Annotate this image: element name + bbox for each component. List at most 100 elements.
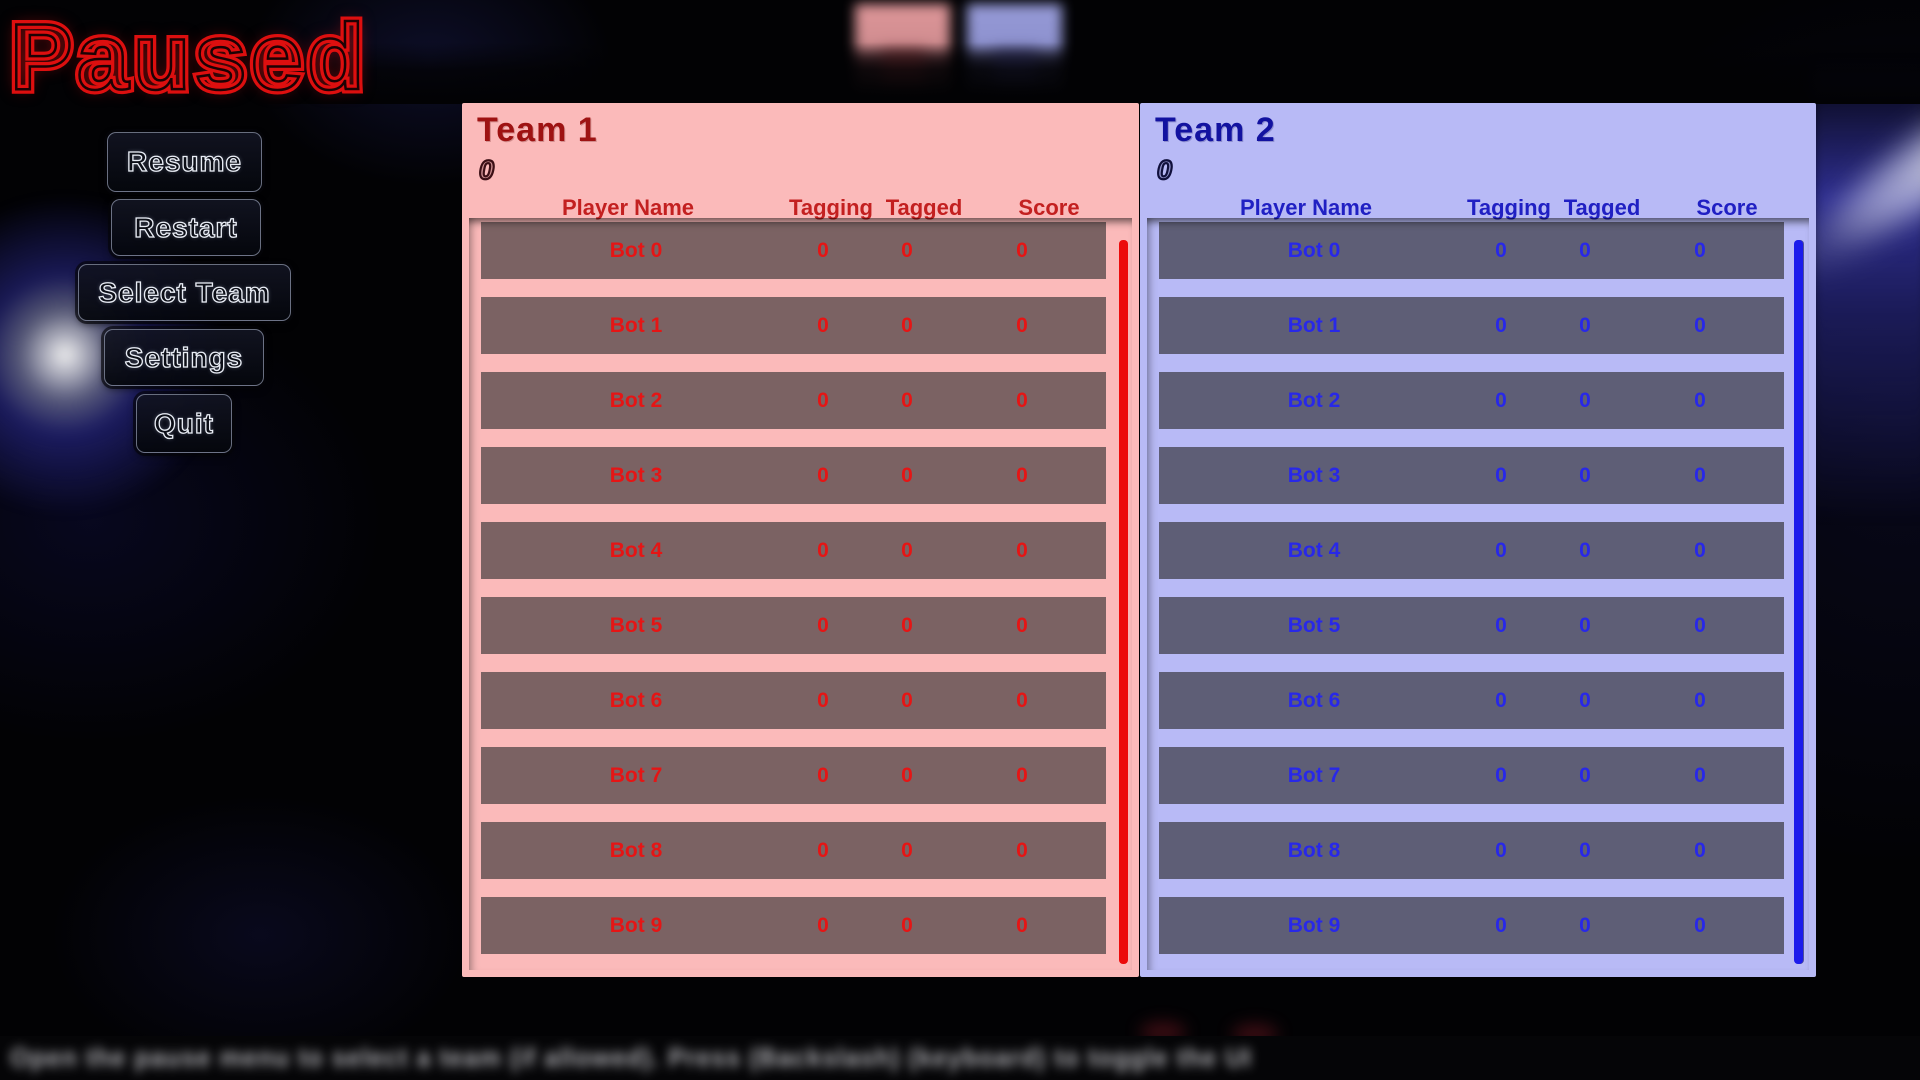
- table-row: Bot 3 0 0 0: [1159, 447, 1784, 504]
- team-1-scrollbar-thumb[interactable]: [1119, 240, 1128, 964]
- team-1-column-tagging: Tagging: [789, 195, 873, 220]
- team-2-table-viewport: Bot 0 0 0 0 Bot 1 0 0 0 Bot 2 0 0 0 Bot 3 0 0 0 Bot 4 0 0 0…: [1147, 218, 1809, 970]
- cell-tagging: 0: [817, 914, 829, 937]
- cell-tagging: 0: [1495, 689, 1507, 712]
- cell-tagged: 0: [1579, 239, 1591, 262]
- cell-name: Bot 7: [609, 764, 663, 787]
- team-2-column-player-name: Player Name: [1239, 195, 1373, 220]
- cell-tagging: 0: [817, 614, 829, 637]
- table-row: Bot 9 0 0 0: [1159, 897, 1784, 954]
- table-row: Bot 2 0 0 0: [1159, 372, 1784, 429]
- cell-name: Bot 4: [609, 539, 663, 562]
- cell-score: 0: [1016, 464, 1028, 487]
- cell-score: 0: [1694, 764, 1706, 787]
- quit-button[interactable]: Quit: [136, 394, 232, 453]
- cell-name: Bot 1: [609, 314, 663, 337]
- cell-score: 0: [1694, 464, 1706, 487]
- team-2-title: Team 2: [1155, 111, 1276, 149]
- table-row: Bot 0 0 0 0: [481, 222, 1106, 279]
- cell-tagged: 0: [901, 764, 913, 787]
- cell-score: 0: [1694, 314, 1706, 337]
- select-team-button-label: Select Team: [98, 276, 271, 308]
- restart-button-label: Restart: [134, 211, 238, 243]
- cell-tagging: 0: [1495, 389, 1507, 412]
- cell-tagged: 0: [901, 839, 913, 862]
- cell-name: Bot 0: [1287, 239, 1341, 262]
- team-2-column-score: Score: [1696, 195, 1758, 220]
- cell-score: 0: [1016, 839, 1028, 862]
- cell-tagging: 0: [1495, 314, 1507, 337]
- table-row: Bot 7 0 0 0: [1159, 747, 1784, 804]
- paused-title-text: Paused: [9, 4, 369, 109]
- cell-tagged: 0: [1579, 614, 1591, 637]
- quit-button-label: Quit: [153, 407, 214, 439]
- resume-button[interactable]: Resume: [107, 132, 262, 192]
- table-row: Bot 3 0 0 0: [481, 447, 1106, 504]
- cell-tagged: 0: [901, 464, 913, 487]
- cell-tagged: 0: [1579, 464, 1591, 487]
- table-row: Bot 1 0 0 0: [1159, 297, 1784, 354]
- cell-name: Bot 5: [1287, 614, 1341, 637]
- bottom-hint-bar: Open the pause menu to select a team (if…: [0, 1036, 1920, 1080]
- cell-score: 0: [1016, 314, 1028, 337]
- cell-tagging: 0: [1495, 839, 1507, 862]
- cell-name: Bot 7: [1287, 764, 1341, 787]
- cell-tagging: 0: [1495, 914, 1507, 937]
- cell-name: Bot 8: [1287, 839, 1341, 862]
- settings-button[interactable]: Settings: [104, 329, 264, 386]
- team-1-column-score: Score: [1018, 195, 1080, 220]
- cell-name: Bot 8: [609, 839, 663, 862]
- cell-tagging: 0: [1495, 764, 1507, 787]
- cell-name: Bot 5: [609, 614, 663, 637]
- cell-score: 0: [1016, 914, 1028, 937]
- paused-title: Paused: [9, 8, 369, 105]
- select-team-button[interactable]: Select Team: [78, 264, 291, 321]
- team-2-panel: Team 2 0 Player Name Tagging Tagged Scor…: [1140, 103, 1816, 977]
- table-row: Bot 6 0 0 0: [481, 672, 1106, 729]
- cell-tagged: 0: [1579, 914, 1591, 937]
- table-row: Bot 1 0 0 0: [481, 297, 1106, 354]
- cell-tagged: 0: [901, 539, 913, 562]
- cell-score: 0: [1016, 539, 1028, 562]
- cell-tagging: 0: [1495, 464, 1507, 487]
- team-1-score: 0: [478, 154, 495, 186]
- cell-name: Bot 0: [609, 239, 663, 262]
- team-2-score: 0: [1156, 154, 1173, 186]
- team-2-scrollbar-thumb[interactable]: [1794, 240, 1803, 964]
- cell-tagging: 0: [817, 389, 829, 412]
- cell-name: Bot 2: [609, 389, 663, 412]
- cell-tagged: 0: [901, 239, 913, 262]
- team-1-rows: Bot 0 0 0 0 Bot 1 0 0 0 Bot 2 0 0 0 Bot 3 0 0 0 Bot 4 0 0 0…: [481, 222, 1106, 970]
- team-2-rows: Bot 0 0 0 0 Bot 1 0 0 0 Bot 2 0 0 0 Bot 3 0 0 0 Bot 4 0 0 0…: [1159, 222, 1784, 970]
- cell-name: Bot 2: [1287, 389, 1341, 412]
- cell-score: 0: [1016, 239, 1028, 262]
- cell-tagging: 0: [817, 314, 829, 337]
- cell-tagged: 0: [1579, 539, 1591, 562]
- cell-tagging: 0: [817, 239, 829, 262]
- team-2-column-tagging: Tagging: [1467, 195, 1551, 220]
- team-2-column-tagged: Tagged: [1563, 195, 1641, 220]
- team-1-column-tagged: Tagged: [885, 195, 963, 220]
- table-row: Bot 4 0 0 0: [481, 522, 1106, 579]
- settings-button-label: Settings: [124, 341, 244, 373]
- cell-tagging: 0: [817, 689, 829, 712]
- cell-score: 0: [1016, 614, 1028, 637]
- cell-name: Bot 9: [1287, 914, 1341, 937]
- cell-tagged: 0: [1579, 389, 1591, 412]
- cell-name: Bot 1: [1287, 314, 1341, 337]
- team-1-title: Team 1: [477, 111, 598, 149]
- cell-tagged: 0: [1579, 839, 1591, 862]
- table-row: Bot 7 0 0 0: [481, 747, 1106, 804]
- cell-tagged: 0: [901, 689, 913, 712]
- restart-button[interactable]: Restart: [111, 199, 261, 256]
- cell-tagging: 0: [817, 839, 829, 862]
- cell-score: 0: [1694, 689, 1706, 712]
- blurred-hint-text: Open the pause menu to select a team (if…: [10, 1043, 1253, 1073]
- cell-name: Bot 6: [1287, 689, 1341, 712]
- table-row: Bot 8 0 0 0: [1159, 822, 1784, 879]
- cell-tagged: 0: [901, 314, 913, 337]
- cell-score: 0: [1016, 689, 1028, 712]
- cell-tagged: 0: [901, 389, 913, 412]
- table-row: Bot 9 0 0 0: [481, 897, 1106, 954]
- table-row: Bot 0 0 0 0: [1159, 222, 1784, 279]
